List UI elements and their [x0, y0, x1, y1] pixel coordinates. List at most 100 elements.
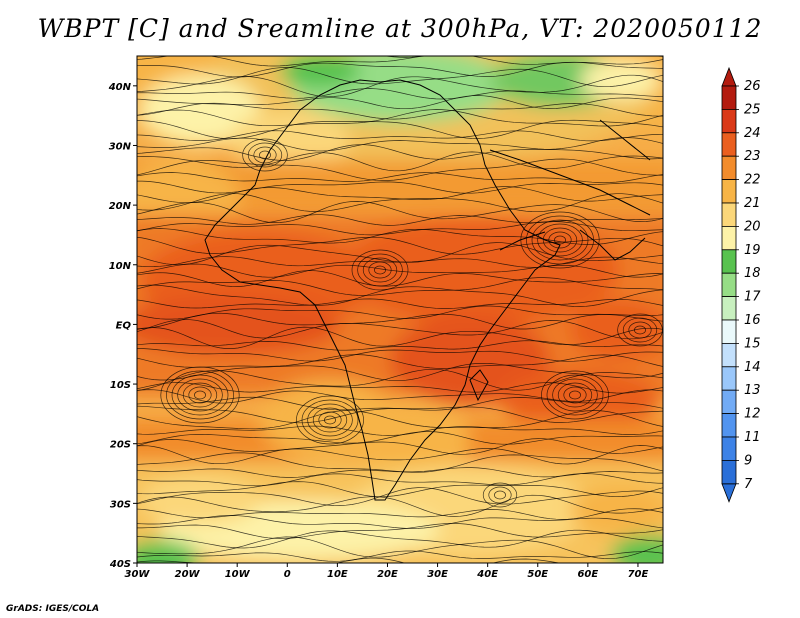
vortex-ring: [362, 257, 398, 283]
lat-label-3: 10N: [109, 261, 132, 272]
lon-label-7: 40E: [476, 569, 498, 580]
colorbar-swatch-9: [721, 249, 737, 274]
colorbar-swatch-13: [721, 155, 737, 180]
colorbar-label-12: 21: [744, 196, 761, 211]
lon-label-4: 10E: [327, 569, 348, 580]
lat-label-8: 40S: [109, 559, 131, 570]
streamline: [137, 508, 663, 520]
streamlines: [137, 56, 663, 563]
streamline: [137, 277, 663, 296]
streamline: [137, 144, 663, 161]
streamline: [137, 382, 663, 394]
streamline: [137, 284, 663, 307]
streamline: [137, 312, 663, 330]
streamline: [137, 61, 663, 78]
vortex-ring: [318, 411, 342, 429]
lat-label-0: 40N: [108, 82, 132, 93]
streamline: [137, 236, 663, 255]
lon-label-8: 50E: [527, 569, 548, 580]
vortex-ring: [242, 138, 288, 172]
streamline: [137, 102, 663, 120]
vortex-ring: [374, 265, 386, 275]
streamline: [137, 158, 663, 181]
colorbar-swatch-0: [721, 459, 737, 485]
vortex-ring: [368, 261, 392, 279]
map-title: WBPT [C] and Sreamline at 300hPa, VT: 20…: [37, 14, 763, 43]
colorbar-label-9: 18: [744, 266, 761, 281]
vortex-ring: [563, 386, 587, 404]
streamline: [137, 354, 663, 369]
colorbar-swatch-1: [721, 436, 737, 461]
streamline: [137, 536, 663, 560]
streamline: [137, 305, 663, 320]
vortex-ring: [541, 370, 609, 420]
colorbar-label-16: 25: [744, 102, 761, 117]
streamline: [137, 137, 663, 152]
colorbar-label-8: 17: [744, 290, 761, 305]
vortex-ring: [296, 395, 364, 445]
streamline: [137, 445, 663, 465]
vortex-ring: [166, 370, 234, 420]
colorbar-swatch-14: [721, 132, 737, 157]
vortex-ring: [494, 490, 506, 500]
colorbar-swatch-2: [721, 413, 737, 438]
coastlines: [204, 79, 651, 501]
vortex-ring: [548, 231, 572, 249]
wbpt-field: [137, 56, 663, 563]
colorbar-swatch-7: [721, 296, 737, 321]
lat-label-5: 10S: [110, 380, 131, 391]
colorbar-label-6: 15: [744, 336, 761, 351]
lon-label-3: 0: [284, 569, 291, 580]
vortex-ring: [557, 382, 593, 408]
streamline: [137, 119, 663, 140]
vortex-ring: [188, 386, 212, 404]
streamline: [137, 431, 663, 445]
streamline: [137, 74, 663, 98]
streamline: [137, 88, 663, 100]
streamline: [137, 319, 663, 340]
vortex-ring: [554, 235, 566, 245]
colorbar-swatch-3: [721, 389, 737, 415]
vortex-ring: [194, 390, 206, 400]
colorbar-label-13: 22: [744, 173, 761, 188]
streamline: [137, 151, 663, 172]
streamline: [137, 193, 663, 213]
streamline: [137, 389, 663, 404]
vortex-ring: [569, 390, 581, 400]
colorbar-max-arrow: [721, 66, 737, 87]
colorbar-swatch-12: [721, 179, 737, 204]
colorbar-label-11: 20: [744, 219, 761, 234]
lon-label-6: 30E: [427, 569, 448, 580]
vortex-ring: [537, 223, 583, 257]
colorbar-label-5: 14: [744, 360, 761, 375]
credit-label: GrADS: IGES/COLA: [6, 604, 100, 614]
streamline: [137, 67, 663, 88]
lat-label-4: EQ: [116, 320, 132, 331]
streamline: [137, 180, 663, 194]
colorbar-label-4: 13: [744, 383, 761, 398]
colorbar-swatch-4: [721, 366, 737, 391]
streamline: [137, 405, 663, 424]
vortex-ring: [351, 249, 409, 291]
streamline: [137, 172, 663, 184]
colorbar-swatch-8: [721, 272, 737, 298]
vortex-ring: [357, 253, 403, 287]
streamline: [137, 487, 663, 506]
streamline: [137, 348, 663, 362]
colorbar-label-14: 23: [744, 149, 761, 164]
lat-label-2: 20N: [109, 201, 132, 212]
colorbar-swatch-6: [721, 319, 737, 344]
colorbar-label-10: 19: [744, 243, 761, 258]
vortex-ring: [628, 321, 652, 339]
streamline: [137, 95, 663, 110]
colorbar-label-17: 26: [744, 79, 761, 94]
colorbar-label-1: 9: [744, 453, 752, 468]
colorbar-label-15: 24: [744, 126, 761, 141]
vortex-ring: [307, 403, 353, 437]
vortex-ring: [622, 317, 658, 343]
vortex-ring: [160, 366, 240, 424]
vortex-ring: [552, 378, 598, 412]
lon-label-2: 10W: [225, 569, 251, 580]
colorbar-swatch-16: [721, 85, 737, 110]
